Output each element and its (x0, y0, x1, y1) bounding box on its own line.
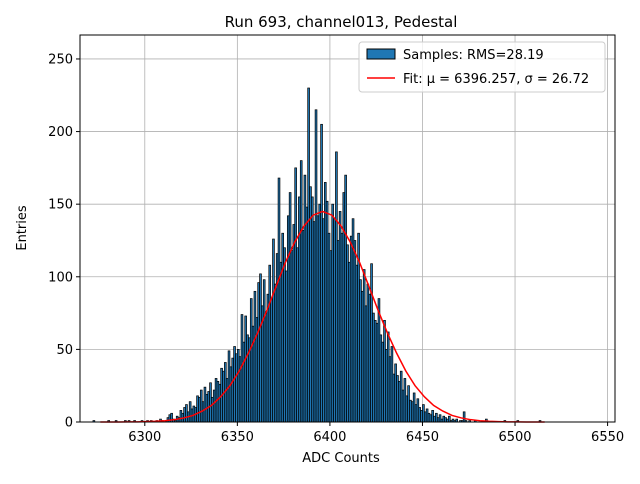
legend-swatch (366, 48, 396, 60)
x-tick-label: 6300 (128, 430, 161, 445)
x-tick-label: 6450 (406, 430, 439, 445)
y-tick-label: 150 (48, 198, 73, 213)
y-tick-label: 100 (48, 270, 73, 285)
y-tick-label: 250 (48, 52, 73, 67)
y-tick-label: 0 (65, 416, 73, 431)
y-axis-label: Entries (15, 205, 30, 251)
x-axis-label: ADC Counts (302, 451, 380, 466)
legend-label: Fit: μ = 6396.257, σ = 26.72 (403, 72, 589, 87)
fit-line (100, 210, 545, 423)
x-tick-label: 6400 (313, 430, 346, 445)
x-tick-label: 6500 (498, 430, 531, 445)
legend-label: Samples: RMS=28.19 (403, 48, 544, 63)
y-tick-label: 50 (56, 343, 73, 358)
chart-title: Run 693, channel013, Pedestal (225, 13, 458, 31)
y-tick-label: 200 (48, 125, 73, 140)
x-tick-label: 6350 (221, 430, 254, 445)
x-tick-label: 6550 (591, 430, 624, 445)
plot-frame (79, 34, 616, 423)
legend-box (358, 41, 606, 93)
legend: Samples: RMS=28.19 Fit: μ = 6396.257, σ =… (358, 41, 606, 93)
